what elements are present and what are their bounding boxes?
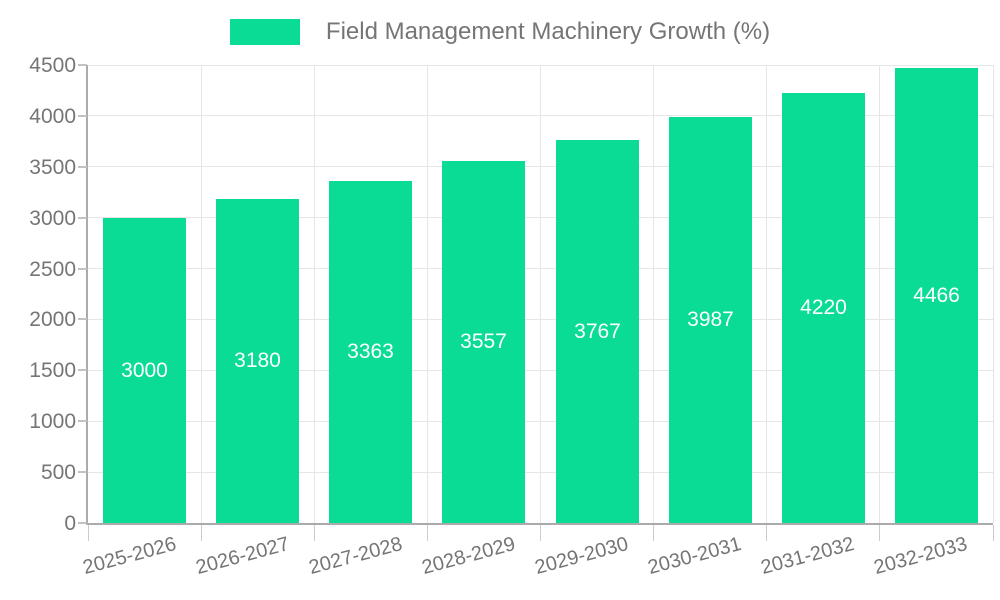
x-axis-tick [992,525,994,541]
x-axis-tick [200,525,202,541]
gridline-vertical [426,65,428,523]
y-axis-line [86,65,88,525]
bar[interactable]: 3557 [442,161,525,523]
legend-swatch [229,19,300,45]
bar[interactable]: 3363 [329,181,412,523]
bar-value-label: 3767 [574,319,621,343]
x-axis-tick [766,525,768,541]
y-tick-label: 3000 [29,206,76,230]
y-tick-label: 2500 [29,257,76,281]
y-tick-label: 4500 [29,54,76,77]
gridline-vertical [992,65,994,523]
y-tick-label: 3500 [29,155,76,179]
y-tick-label: 1500 [29,359,76,383]
x-axis-tick [879,525,881,541]
gridline-vertical [653,65,655,523]
y-axis-tick [78,216,87,219]
x-axis-tick [313,525,315,541]
bar[interactable]: 3987 [669,117,752,523]
x-axis-tick [87,525,89,541]
bar-value-label: 3363 [347,340,394,363]
bar-value-label: 4466 [913,283,960,307]
chart-title: Field Management Machinery Growth (%) [325,18,771,45]
bar[interactable]: 3180 [216,199,299,523]
bar-value-label: 3180 [234,349,281,372]
gridline-vertical [766,65,768,523]
y-axis-tick [78,267,87,270]
bar-value-label: 3557 [460,330,507,353]
bar[interactable]: 3767 [556,140,639,523]
bar-value-label: 4220 [800,296,847,319]
gridline-vertical [540,65,541,523]
y-tick-label: 500 [40,461,76,485]
y-axis-tick [78,471,87,474]
x-axis-tick [540,525,541,541]
gridline-vertical [200,65,202,523]
bar[interactable]: 3000 [103,218,186,523]
bar-value-label: 3987 [687,308,734,331]
y-axis-tick [78,165,87,168]
y-axis-tick [78,64,87,66]
x-axis-tick [653,525,655,541]
y-tick-label: 4000 [29,104,76,128]
y-axis-tick [78,369,87,372]
x-axis-tick [426,525,428,541]
y-axis-tick [78,318,87,321]
y-axis-tick [78,420,87,423]
y-tick-label: 2000 [29,308,76,332]
y-axis-tick [78,522,87,524]
bar[interactable]: 4220 [782,93,865,523]
bar[interactable]: 4466 [895,68,978,523]
bar-value-label: 3000 [121,358,168,382]
x-axis-line [86,523,993,525]
y-axis-tick [78,114,87,117]
y-tick-label: 0 [64,512,76,535]
plot-area: 3000 3180 3363 3557 3767 3987 4220 4466 [88,64,994,523]
chart-legend[interactable]: Field Management Machinery Growth (%) [0,14,1000,50]
gridline-vertical [879,65,881,523]
gridline-vertical [313,65,315,523]
y-tick-label: 1000 [29,410,76,434]
